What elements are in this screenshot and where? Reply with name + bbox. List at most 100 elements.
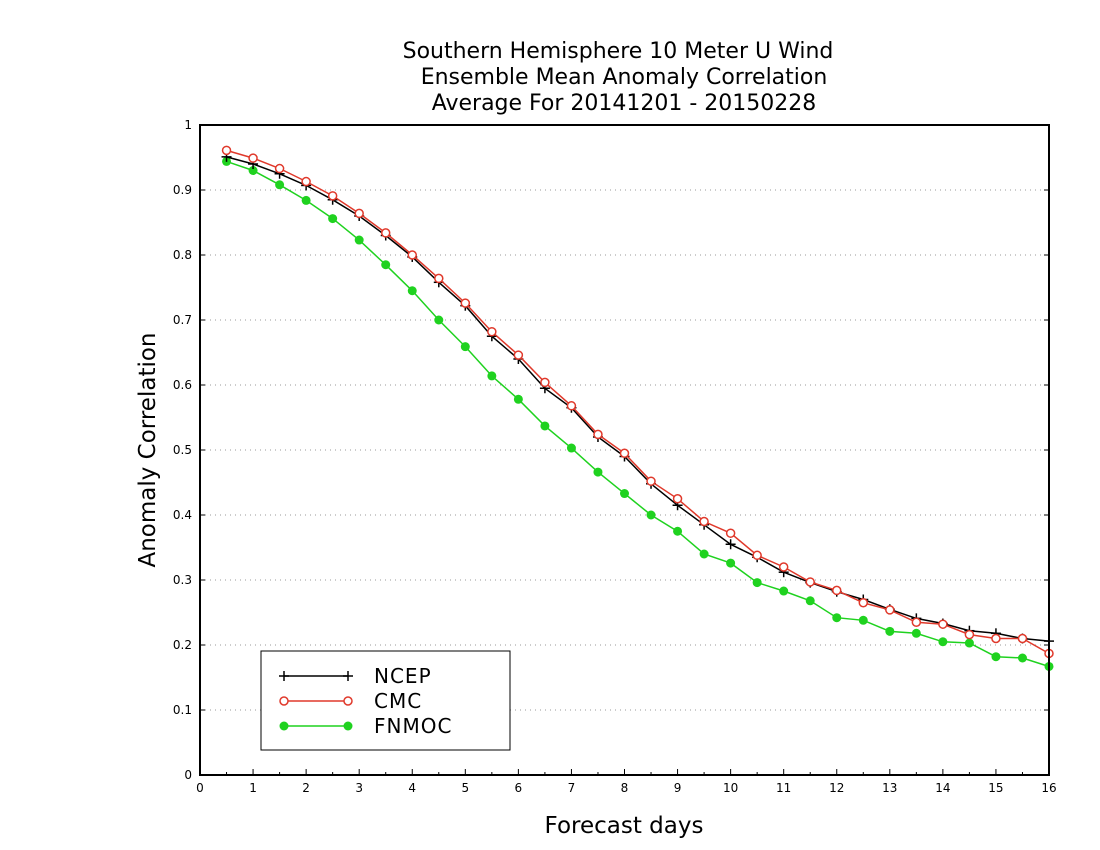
data-point-cmc <box>778 562 789 572</box>
data-point-cmc <box>540 377 550 388</box>
legend-label-cmc: CMC <box>374 689 422 713</box>
x-tick-label: 5 <box>461 781 469 795</box>
y-tick-label: 0 <box>184 768 192 782</box>
data-point-cmc <box>460 298 471 308</box>
data-point-fnmoc <box>1017 653 1027 663</box>
data-point-fnmoc <box>540 421 550 431</box>
y-tick-label: 0.9 <box>173 183 192 197</box>
series-line-cmc <box>226 149 1050 655</box>
x-tick-label: 13 <box>882 781 897 795</box>
y-axis-label: Anomaly Correlation <box>135 332 161 567</box>
x-tick-label: 9 <box>674 781 682 795</box>
data-point-cmc <box>221 145 232 156</box>
legend-label-ncep: NCEP <box>374 664 432 688</box>
legend-marker-ncep <box>343 671 353 681</box>
data-point-cmc <box>858 598 869 608</box>
x-axis-label: Forecast days <box>545 813 704 839</box>
legend-item-cmc: CMC <box>279 689 422 713</box>
series-fnmoc <box>222 156 1054 671</box>
legend-marker-fnmoc <box>343 721 353 731</box>
plot-frame <box>199 124 1050 776</box>
data-point-cmc <box>938 619 948 629</box>
data-point-cmc <box>380 228 391 238</box>
x-tick-label: 1 <box>249 781 257 795</box>
data-point-cmc <box>991 633 1001 644</box>
data-point-cmc <box>327 191 338 201</box>
data-point-cmc <box>513 350 524 360</box>
data-point-cmc <box>619 448 630 458</box>
data-point-cmc <box>593 429 603 440</box>
data-point-fnmoc <box>328 214 338 224</box>
data-point-fnmoc <box>991 652 1001 662</box>
data-point-fnmoc <box>593 467 603 477</box>
data-point-fnmoc <box>805 596 815 606</box>
data-point-fnmoc <box>699 549 709 559</box>
legend-marker-cmc <box>343 696 353 706</box>
y-tick-label: 0.5 <box>173 443 192 457</box>
y-tick-label: 0.2 <box>173 638 192 652</box>
data-point-cmc <box>752 550 762 561</box>
data-point-fnmoc <box>938 637 948 647</box>
data-point-fnmoc <box>911 628 921 638</box>
y-tick-label: 0.8 <box>173 248 192 262</box>
legend-marker-ncep <box>279 671 289 681</box>
title-line-3: Average For 20141201 - 20150228 <box>432 91 817 116</box>
data-point-fnmoc <box>779 586 789 596</box>
data-point-cmc <box>434 273 444 284</box>
data-point-cmc <box>487 326 497 337</box>
x-tick-label: 12 <box>829 781 844 795</box>
data-point-fnmoc <box>752 578 762 588</box>
y-tick-label: 0.1 <box>173 703 192 717</box>
x-tick-label: 4 <box>408 781 416 795</box>
series-line-ncep <box>226 156 1050 642</box>
axis-ticks: 00.10.20.30.40.50.60.70.80.910 1 2 3 4 5 6 7 8 9 1… <box>173 118 1057 795</box>
y-tick-label: 0.3 <box>173 573 192 587</box>
data-point-fnmoc <box>434 315 444 325</box>
title-line-1: Southern Hemisphere 10 Meter U Wind <box>403 39 834 64</box>
data-point-ncep <box>725 539 736 550</box>
data-point-cmc <box>354 208 364 219</box>
y-tick-label: 0.7 <box>173 313 192 327</box>
data-point-cmc <box>274 163 285 174</box>
series-cmc <box>221 145 1054 659</box>
x-tick-label: 3 <box>355 781 363 795</box>
data-point-fnmoc <box>885 626 895 636</box>
data-point-cmc <box>672 494 683 504</box>
y-tick-label: 0.4 <box>173 508 192 522</box>
data-point-fnmoc <box>858 615 868 625</box>
x-tick-label: 15 <box>988 781 1003 795</box>
data-point-cmc <box>832 585 842 596</box>
x-tick-label: 0 <box>196 781 204 795</box>
data-point-fnmoc <box>301 195 311 205</box>
chart-title: Southern Hemisphere 10 Meter U Wind Ense… <box>403 39 834 116</box>
data-point-fnmoc <box>726 558 736 568</box>
x-tick-label: 8 <box>621 781 629 795</box>
data-point-cmc <box>248 153 258 163</box>
legend-marker-fnmoc <box>279 721 289 731</box>
legend-item-fnmoc: FNMOC <box>279 714 451 738</box>
x-tick-label: 6 <box>515 781 523 795</box>
data-point-fnmoc <box>513 394 523 404</box>
series-line-fnmoc <box>226 160 1050 668</box>
y-tick-label: 0.6 <box>173 378 192 392</box>
data-point-fnmoc <box>354 235 364 245</box>
x-tick-label: 2 <box>302 781 310 795</box>
series-ncep <box>221 151 1054 647</box>
data-point-cmc <box>566 401 577 411</box>
y-tick-label: 1 <box>184 118 192 132</box>
data-point-fnmoc <box>460 342 470 352</box>
data-point-cmc <box>911 617 922 627</box>
data-point-fnmoc <box>248 166 258 175</box>
legend-item-ncep: NCEP <box>279 664 432 688</box>
data-point-fnmoc <box>566 443 576 453</box>
data-point-cmc <box>699 516 709 527</box>
x-tick-label: 14 <box>935 781 950 795</box>
data-point-cmc <box>885 605 895 615</box>
data-point-fnmoc <box>381 260 391 270</box>
data-point-fnmoc <box>832 613 842 623</box>
data-point-fnmoc <box>275 180 285 190</box>
data-point-cmc <box>646 476 656 486</box>
data-point-cmc <box>725 528 736 538</box>
